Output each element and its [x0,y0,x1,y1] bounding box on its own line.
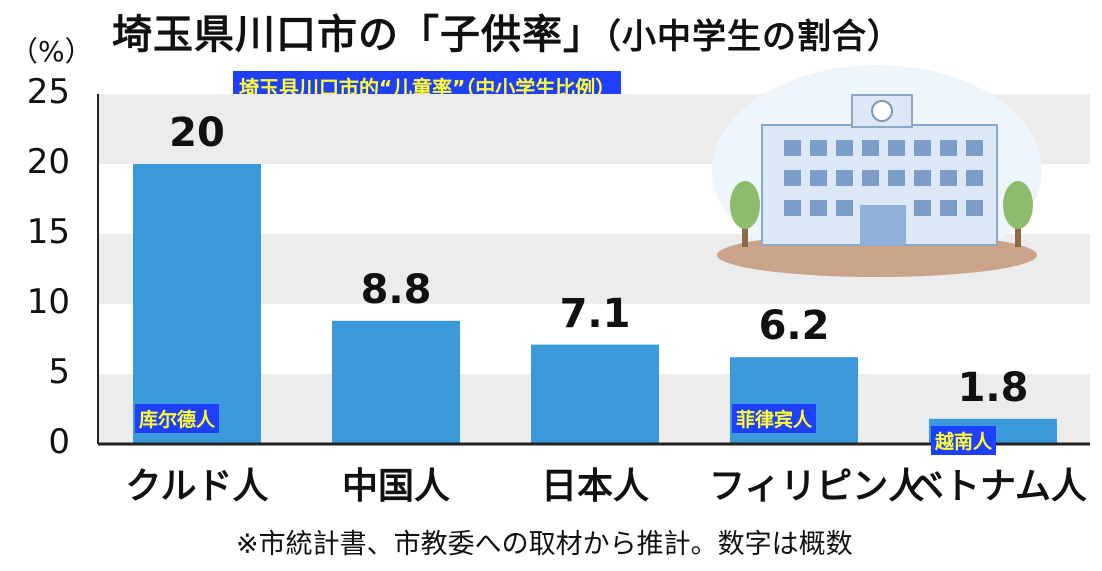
chart-title-sub: （小中学生の割合） [604,17,902,57]
y-tick-label: 25 [26,72,70,112]
y-tick-label: 5 [48,352,70,392]
chinese-tag: 库尔德人 [135,404,220,433]
bar-value-label: 8.8 [360,266,432,313]
bar [133,164,261,444]
chinese-tag: 菲律宾人 [732,404,817,433]
bar-value-label: 6.2 [758,303,830,350]
bar-value-label: 1.8 [957,364,1029,411]
chinese-tag: 越南人 [931,426,997,455]
chart-title-main: 埼玉県川口市の「子供率」 [112,12,604,58]
bar [332,320,460,444]
chart-title: 埼玉県川口市の「子供率」（小中学生の割合） [112,2,902,60]
bar-value-label: 20 [169,110,225,156]
source-note: ※市統計書、市教委への取材から推計。数字は概数 [236,529,853,560]
y-axis-unit: （%） [10,35,93,68]
bar [531,344,659,444]
bars [133,164,1057,444]
y-tick-label: 10 [26,282,70,322]
bar-value-label: 7.1 [559,290,631,337]
y-tick-label: 20 [26,142,70,182]
x-tick-label: ベトナム人 [908,466,1087,507]
x-tick-label: 中国人 [341,466,450,507]
x-tick-label: フィリピン人 [709,466,925,507]
y-tick-label: 15 [26,212,70,252]
x-tick-label: 日本人 [540,466,649,507]
y-tick-label: 0 [48,422,70,462]
school-building-icon [712,65,1042,277]
x-tick-label: クルド人 [125,466,269,507]
